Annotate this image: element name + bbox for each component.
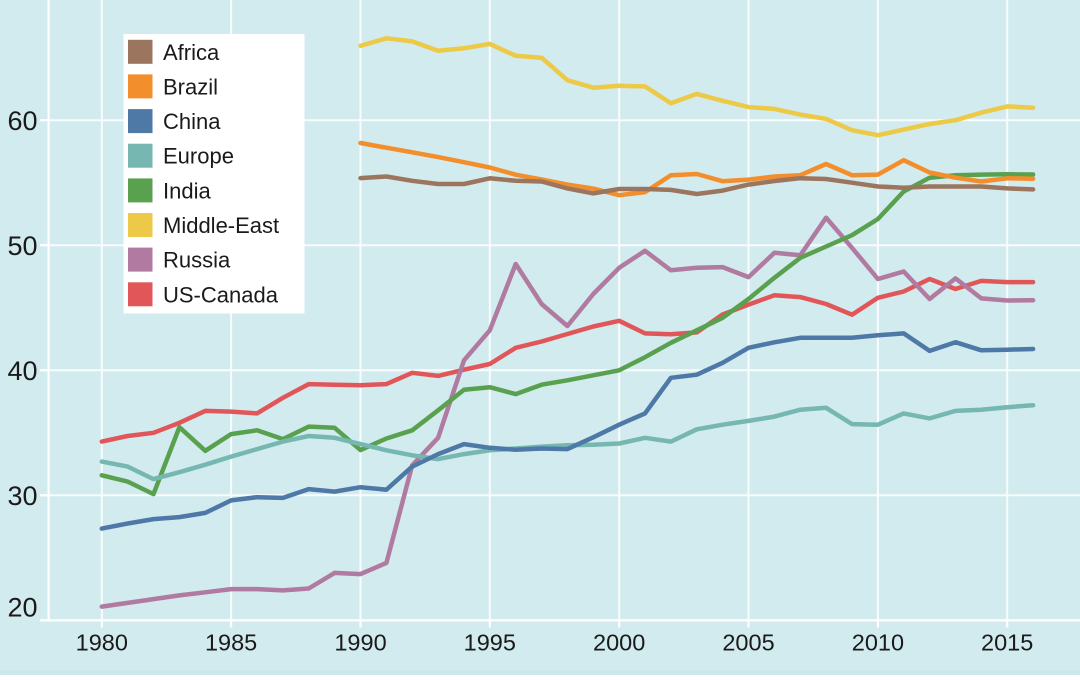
svg-text:Africa: Africa bbox=[163, 40, 220, 65]
svg-text:50: 50 bbox=[7, 231, 37, 261]
svg-text:China: China bbox=[163, 109, 221, 134]
svg-text:US-Canada: US-Canada bbox=[163, 282, 279, 307]
svg-text:20: 20 bbox=[7, 593, 37, 623]
svg-text:Middle-East: Middle-East bbox=[163, 213, 279, 238]
svg-text:Russia: Russia bbox=[163, 248, 231, 273]
svg-text:India: India bbox=[163, 178, 211, 203]
svg-text:1980: 1980 bbox=[76, 630, 128, 656]
svg-text:40: 40 bbox=[7, 356, 37, 386]
svg-text:Europe: Europe bbox=[163, 144, 234, 169]
svg-text:30: 30 bbox=[7, 481, 37, 511]
svg-text:Brazil: Brazil bbox=[163, 74, 218, 99]
svg-text:2010: 2010 bbox=[852, 630, 904, 656]
svg-text:1985: 1985 bbox=[205, 630, 257, 656]
svg-text:1995: 1995 bbox=[464, 630, 516, 656]
svg-text:2000: 2000 bbox=[593, 630, 645, 656]
svg-text:1990: 1990 bbox=[334, 630, 386, 656]
svg-text:60: 60 bbox=[7, 106, 37, 136]
svg-text:2015: 2015 bbox=[981, 630, 1033, 656]
svg-text:2005: 2005 bbox=[722, 630, 774, 656]
